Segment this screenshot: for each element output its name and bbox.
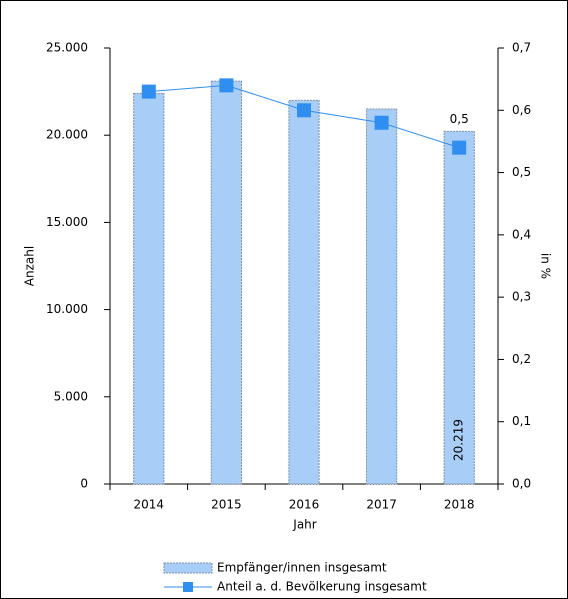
- x-tick-label: 2014: [134, 498, 165, 512]
- y-tick-label: 15.000: [46, 215, 88, 229]
- y2-tick-label: 0,3: [512, 290, 531, 304]
- y-axis-label: Anzahl: [23, 246, 37, 286]
- bar: [443, 130, 475, 485]
- bar: [210, 80, 243, 485]
- y-tick-label: 0: [80, 477, 88, 491]
- line-marker: [297, 103, 311, 118]
- legend-marker: [183, 582, 193, 592]
- y2-tick-label: 0,5: [512, 165, 531, 179]
- y2-tick-label: 0,6: [512, 103, 531, 117]
- x-tick-label: 2015: [211, 498, 242, 512]
- y2-tick-label: 0,7: [512, 41, 531, 55]
- y2-tick-label: 0,2: [512, 352, 531, 366]
- legend-label: Empfänger/innen insgesamt: [217, 561, 387, 575]
- line-marker: [141, 84, 156, 99]
- line-marker: [452, 140, 467, 155]
- x-tick-label: 2017: [366, 498, 397, 512]
- bar: [288, 99, 320, 485]
- y-tick-label: 5.000: [54, 389, 88, 403]
- y-tick-label: 25.000: [46, 41, 88, 55]
- legend-swatch: [163, 562, 213, 574]
- y2-axis-label: in %: [539, 253, 553, 279]
- line-marker: [219, 78, 234, 93]
- x-axis-label: Jahr: [292, 518, 316, 532]
- y-tick-label: 20.000: [46, 128, 88, 142]
- line-marker: [374, 115, 389, 130]
- line-value-label: 0,5: [450, 112, 469, 126]
- y2-tick-label: 0,0: [512, 477, 531, 491]
- bar: [365, 108, 398, 485]
- y-tick-label: 10.000: [46, 302, 88, 316]
- y2-tick-label: 0,4: [512, 227, 531, 241]
- legend-label: Anteil a. d. Bevölkerung insgesamt: [217, 580, 427, 594]
- bar: [133, 92, 165, 485]
- x-tick-label: 2018: [444, 498, 475, 512]
- y2-tick-label: 0,1: [512, 414, 531, 428]
- bar-value-label: 20.219: [452, 419, 466, 461]
- x-tick-label: 2016: [289, 498, 320, 512]
